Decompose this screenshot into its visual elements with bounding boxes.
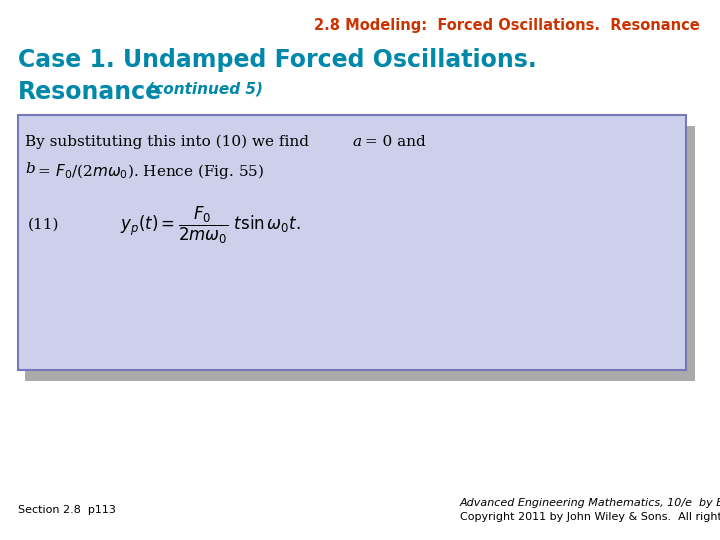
Text: (continued 5): (continued 5) (142, 82, 263, 97)
Text: = $\mathit{F}_0$/(2$\mathit{m}\omega_0$). Hence (Fig. 55): = $\mathit{F}_0$/(2$\mathit{m}\omega_0$)… (33, 162, 264, 181)
Text: Copyright 2011 by John Wiley & Sons.  All rights reserved.: Copyright 2011 by John Wiley & Sons. All… (460, 512, 720, 522)
FancyBboxPatch shape (18, 115, 686, 370)
Text: Resonance: Resonance (18, 80, 162, 104)
FancyBboxPatch shape (25, 126, 695, 381)
Text: $\mathit{y_p}(t) = \dfrac{F_0}{2m\omega_0}\ t\sin\omega_0 t.$: $\mathit{y_p}(t) = \dfrac{F_0}{2m\omega_… (120, 205, 301, 246)
Text: (11): (11) (28, 218, 60, 232)
Text: Case 1. Undamped Forced Oscillations.: Case 1. Undamped Forced Oscillations. (18, 48, 536, 72)
Text: Advanced Engineering Mathematics, 10/e  by Edwin Kreyszig: Advanced Engineering Mathematics, 10/e b… (460, 498, 720, 508)
Text: Section 2.8  p113: Section 2.8 p113 (18, 505, 116, 515)
Text: = 0 and: = 0 and (360, 135, 426, 149)
Text: 2.8 Modeling:  Forced Oscillations.  Resonance: 2.8 Modeling: Forced Oscillations. Reson… (314, 18, 700, 33)
Text: a: a (352, 135, 361, 149)
Text: By substituting this into (10) we find: By substituting this into (10) we find (25, 135, 314, 150)
Text: b: b (25, 162, 35, 176)
